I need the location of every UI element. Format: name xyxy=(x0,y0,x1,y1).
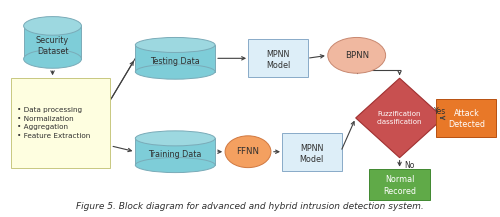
Text: No: No xyxy=(404,161,415,170)
Ellipse shape xyxy=(136,64,215,79)
Ellipse shape xyxy=(136,158,215,173)
Text: Attack
Detected: Attack Detected xyxy=(448,109,485,129)
Text: Testing Data: Testing Data xyxy=(150,57,200,66)
Ellipse shape xyxy=(328,38,386,73)
Text: Fuzzification
classification: Fuzzification classification xyxy=(377,111,422,125)
Text: Security
Dataset: Security Dataset xyxy=(36,36,69,56)
Text: Training Data: Training Data xyxy=(148,150,202,159)
Ellipse shape xyxy=(136,131,215,146)
Bar xyxy=(136,44,215,46)
Bar xyxy=(136,138,215,165)
FancyBboxPatch shape xyxy=(248,39,308,77)
Text: Figure 5. Block diagram for advanced and hybrid intrusion detection system.: Figure 5. Block diagram for advanced and… xyxy=(76,202,424,211)
Text: Normal
Recored: Normal Recored xyxy=(383,176,416,196)
Text: MPNN
Model: MPNN Model xyxy=(300,144,324,164)
Text: MPNN
Model: MPNN Model xyxy=(266,50,290,70)
Ellipse shape xyxy=(24,16,82,35)
Bar xyxy=(24,25,82,27)
FancyBboxPatch shape xyxy=(436,99,496,137)
Polygon shape xyxy=(356,78,444,158)
Text: Yes: Yes xyxy=(434,107,446,117)
Ellipse shape xyxy=(225,136,271,168)
FancyBboxPatch shape xyxy=(368,169,430,201)
Ellipse shape xyxy=(136,38,215,53)
Text: FFNN: FFNN xyxy=(236,147,260,156)
Bar xyxy=(136,137,215,139)
Text: • Data processing
• Normalization
• Aggregation
• Feature Extraction: • Data processing • Normalization • Aggr… xyxy=(16,107,90,139)
Text: BPNN: BPNN xyxy=(344,51,369,60)
FancyBboxPatch shape xyxy=(282,133,342,171)
FancyBboxPatch shape xyxy=(10,78,110,168)
Bar xyxy=(24,26,82,59)
Ellipse shape xyxy=(24,50,82,68)
Bar xyxy=(136,45,215,72)
